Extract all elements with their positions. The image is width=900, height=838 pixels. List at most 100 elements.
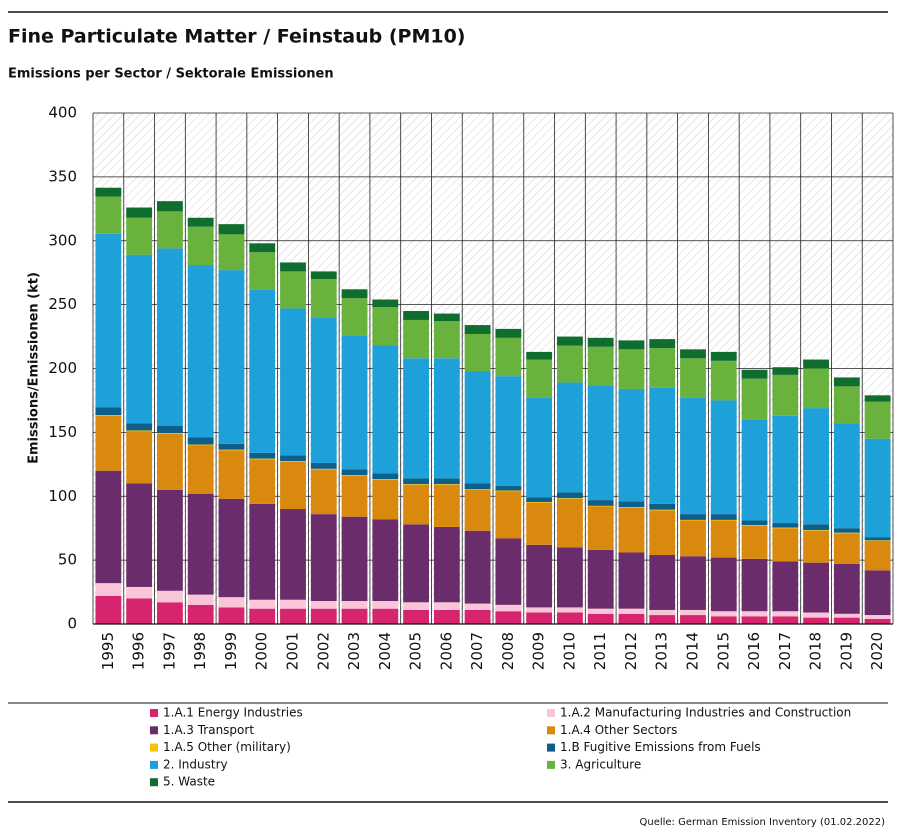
bar-segment (649, 609, 676, 616)
bar-segment (310, 463, 337, 469)
bar-segment (649, 339, 676, 349)
bar-segment (403, 358, 429, 479)
bar-segment (95, 595, 122, 624)
bar-segment (495, 604, 522, 612)
bar-segment (280, 308, 306, 456)
x-tick-label: 2012 (622, 632, 640, 670)
bar-segment (310, 468, 337, 470)
bar-segment (187, 265, 214, 438)
bar-segment (649, 555, 676, 610)
bar-segment (95, 233, 122, 408)
bar-segment (618, 340, 645, 350)
bar-segment (741, 616, 768, 624)
bar-segment (587, 506, 614, 550)
bar-segment (372, 519, 399, 602)
legend-label: 2. Industry (163, 757, 228, 771)
bar-segment (495, 538, 522, 605)
bar-segment (772, 415, 799, 524)
legend-swatch (547, 726, 555, 735)
bar-segment (680, 358, 706, 398)
bar-segment (433, 484, 460, 485)
bar-segment (126, 431, 153, 484)
legend-swatch (150, 726, 158, 735)
bar-segment (218, 449, 245, 451)
bar-segment (557, 336, 583, 346)
bar-segment (280, 455, 306, 462)
bar-segment (249, 458, 276, 460)
bar-segment (310, 279, 337, 318)
bar-segment (526, 359, 553, 398)
bar-segment (464, 371, 491, 484)
bar-segment (187, 604, 214, 624)
x-tick-label: 2001 (284, 632, 302, 670)
x-tick-label: 2017 (776, 632, 794, 670)
y-axis-label: Emissions/Emissionen (kt) (27, 272, 42, 464)
x-tick-label: 2013 (653, 632, 671, 670)
bar-segment (218, 270, 245, 444)
bar-segment (618, 349, 645, 389)
bar-segment (464, 483, 491, 490)
bar-segment (864, 615, 891, 619)
bar-segment (433, 478, 460, 485)
bar-segment (126, 586, 153, 599)
legend-swatch (547, 743, 555, 752)
chart-subtitle: Emissions per Sector / Sektorale Emissio… (8, 67, 334, 82)
legend-swatch (547, 760, 555, 769)
bar-segment (833, 528, 860, 533)
x-tick-label: 2000 (253, 632, 271, 670)
bar-segment (95, 583, 122, 596)
bar-segment (649, 503, 676, 510)
bar-segment (341, 298, 368, 336)
bar-segment (187, 437, 214, 445)
bar-segment (587, 608, 614, 614)
bar-segment (464, 489, 491, 531)
bar-segment (710, 519, 737, 521)
bar-segment (280, 271, 306, 309)
y-tick-label: 400 (48, 104, 77, 122)
bar-segment (833, 563, 860, 614)
x-tick-label: 1997 (160, 632, 178, 670)
x-tick-label: 2006 (437, 632, 455, 670)
bar-segment (310, 514, 337, 602)
bar-segment (772, 616, 799, 624)
x-tick-label: 2018 (807, 632, 825, 670)
bar-segment (864, 395, 891, 402)
bar-segment (280, 461, 306, 510)
bar-segment (618, 613, 645, 624)
bar-segment (157, 590, 183, 603)
bar-segment (587, 505, 614, 507)
bar-segment (680, 556, 706, 610)
bar-segment (403, 602, 429, 610)
bar-segment (433, 358, 460, 479)
bar-segment (218, 234, 245, 271)
bar-segment (803, 408, 829, 525)
bar-segment (741, 378, 768, 420)
bar-segment (803, 612, 829, 618)
bar-segment (403, 524, 429, 603)
bar-segment (526, 397, 553, 498)
bar-segment (649, 387, 676, 504)
bar-segment (526, 544, 553, 608)
bar-segment (618, 501, 645, 508)
bar-segment (618, 507, 645, 553)
bar-segment (433, 321, 460, 359)
bar-segment (833, 532, 860, 534)
bar-segment (280, 509, 306, 600)
bar-segment (587, 549, 614, 609)
bar-segment (95, 196, 122, 234)
bar-segment (280, 608, 306, 624)
bar-segment (649, 510, 676, 556)
bar-segment (557, 498, 583, 548)
bar-segment (126, 598, 153, 624)
bar-segment (772, 367, 799, 375)
bar-segment (249, 503, 276, 600)
bar-segment (864, 618, 891, 624)
bar-segment (341, 335, 368, 470)
bar-segment (618, 507, 645, 508)
legend-label: 1.A.4 Other Sectors (560, 723, 677, 737)
bar-segment (433, 313, 460, 322)
bar-segment (341, 601, 368, 609)
bar-segment (433, 526, 460, 603)
legend-label: 5. Waste (163, 775, 215, 789)
